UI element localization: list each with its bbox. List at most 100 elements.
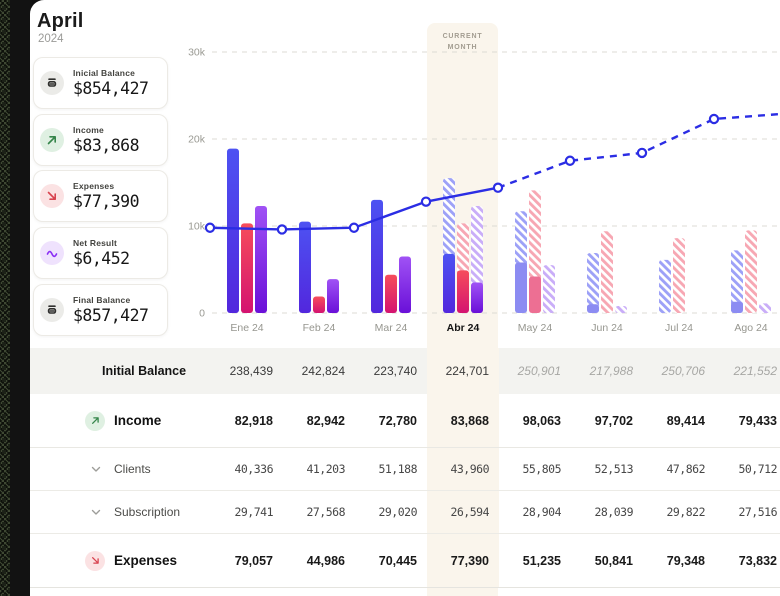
row-label: Income (114, 413, 162, 428)
table-cell: 223,740 (373, 364, 417, 378)
table-cell: 77,390 (427, 534, 499, 587)
card-value: $83,868 (73, 136, 140, 155)
table-cell: 250,706 (661, 364, 705, 378)
balance-icon (40, 71, 64, 95)
balance-line-point (276, 224, 288, 235)
table-row-subscription: Subscription 29,741 27,568 29,020 26,594 28,9… (30, 491, 780, 534)
table-cell: 79,348 (666, 553, 705, 568)
card-value: $857,427 (73, 306, 149, 325)
row-label-cell: Expenses (30, 534, 211, 587)
row-label: Expenses (114, 553, 178, 568)
expenses-bars-actual (313, 296, 325, 313)
card-label: Net Result (73, 238, 118, 248)
x-axis-month-label: Mar 24 (375, 322, 408, 334)
net-bars-actual (255, 205, 267, 313)
expenses-bars-projected (601, 231, 613, 313)
table-cell: 79,057 (234, 553, 273, 568)
balance-line-point (564, 155, 576, 166)
row-label: Clients (114, 462, 151, 476)
row-label-cell: Income (30, 394, 211, 447)
table-cell: 26,594 (427, 491, 499, 533)
table-cell: 72,780 (378, 413, 417, 428)
table-cell: 70,445 (378, 553, 417, 568)
table-cell: 97,702 (594, 413, 633, 428)
row-label-cell: Clients (30, 448, 211, 490)
income-bars-actual (515, 262, 527, 313)
balance-line-point (348, 222, 360, 233)
table-cell: 51,235 (522, 553, 561, 568)
y-axis-tick: 30k (188, 47, 206, 59)
table-cell: 47,862 (666, 462, 705, 476)
table-cell: 98,063 (522, 413, 561, 428)
table-cell: 79,433 (738, 413, 777, 428)
table-cell: 51,188 (378, 462, 417, 476)
expenses-bars-projected (673, 238, 685, 313)
balance-line-point (636, 147, 648, 159)
table-cell: 242,824 (301, 364, 345, 378)
table-row-expenses: Expenses 79,057 44,986 70,445 77,390 51,235 50… (30, 534, 780, 588)
expenses-bars-actual (457, 270, 469, 313)
table-cell: 40,336 (234, 462, 273, 476)
table-cell: 27,516 (738, 505, 777, 519)
income-bars-actual (443, 253, 455, 313)
table-cell: 55,805 (522, 462, 561, 476)
balance-chart: 0 10k 20k 30k Ene 24 Feb 24 Mar 24 Abr 24 May 24… (188, 47, 780, 334)
card-label: Income (73, 125, 104, 135)
summary-card-income: Income $83,868 (33, 114, 168, 166)
table-cell: 82,942 (306, 413, 345, 428)
income-bars-projected (659, 259, 671, 313)
decorative-black-edge (10, 0, 32, 596)
income-bars-actual (371, 199, 383, 313)
x-axis-month-label: Ene 24 (230, 322, 263, 334)
table-cell: 221,552 (733, 364, 777, 378)
arrow-down-right-icon (85, 550, 105, 571)
y-axis-tick: 0 (199, 308, 205, 320)
current-month-label: CURRENT MONTH (442, 33, 483, 51)
summary-card-initial-balance: Inicial Balance $854,427 (33, 57, 168, 109)
income-bars-actual (299, 221, 311, 313)
table-cell: 50,712 (738, 462, 777, 476)
net-bars-actual (471, 282, 483, 313)
expenses-bars-actual (241, 223, 253, 313)
y-axis-tick: 20k (188, 134, 206, 146)
expenses-bars-projected (745, 230, 757, 313)
table-cell: 41,203 (306, 462, 345, 476)
balance-icon (40, 298, 64, 322)
table-cell: 238,439 (229, 364, 273, 378)
chevron-down-icon[interactable] (88, 504, 104, 520)
x-axis-month-label: Abr 24 (447, 322, 480, 334)
table-cell: 29,822 (666, 505, 705, 519)
row-label-cell: Initial Balance (30, 348, 211, 394)
table-cell: 28,039 (594, 505, 633, 519)
balance-line-point (492, 182, 504, 193)
table-cell: 224,701 (427, 348, 499, 394)
table-row-income: Income 82,918 82,942 72,780 83,868 98,063 97,7… (30, 394, 780, 448)
summary-card-expenses: Expenses $77,390 (33, 170, 168, 222)
arrow-down-right-icon (40, 184, 64, 208)
income-bars-projected (731, 250, 743, 313)
table-cell: 83,868 (427, 394, 499, 447)
net-bars-projected (759, 303, 771, 313)
monthly-table: Initial Balance 238,439 242,824 223,740 224,… (30, 348, 780, 588)
arrow-up-right-icon (40, 128, 64, 152)
y-axis-tick: 10k (188, 221, 206, 233)
decorative-noise-edge (0, 0, 13, 596)
balance-line-point (708, 113, 720, 125)
table-cell: 82,918 (234, 413, 273, 428)
table-cell: 44,986 (306, 553, 345, 568)
summary-card-final-balance: Final Balance $857,427 (33, 284, 168, 336)
card-value: $77,390 (73, 192, 140, 211)
row-label-cell: Subscription (30, 491, 211, 533)
income-bars-actual (587, 304, 599, 313)
income-bars-actual (731, 301, 743, 313)
summary-card-net-result: Net Result $6,452 (33, 227, 168, 279)
chevron-down-icon[interactable] (88, 461, 104, 477)
page-subtitle-year: 2024 (38, 33, 64, 45)
table-cell: 89,414 (666, 413, 705, 428)
net-bars-actual (327, 279, 339, 313)
page-title: April (37, 10, 84, 32)
table-cell: 28,904 (522, 505, 561, 519)
table-cell: 52,513 (594, 462, 633, 476)
row-label: Subscription (114, 505, 181, 519)
x-axis-month-label: Jun 24 (591, 322, 623, 334)
